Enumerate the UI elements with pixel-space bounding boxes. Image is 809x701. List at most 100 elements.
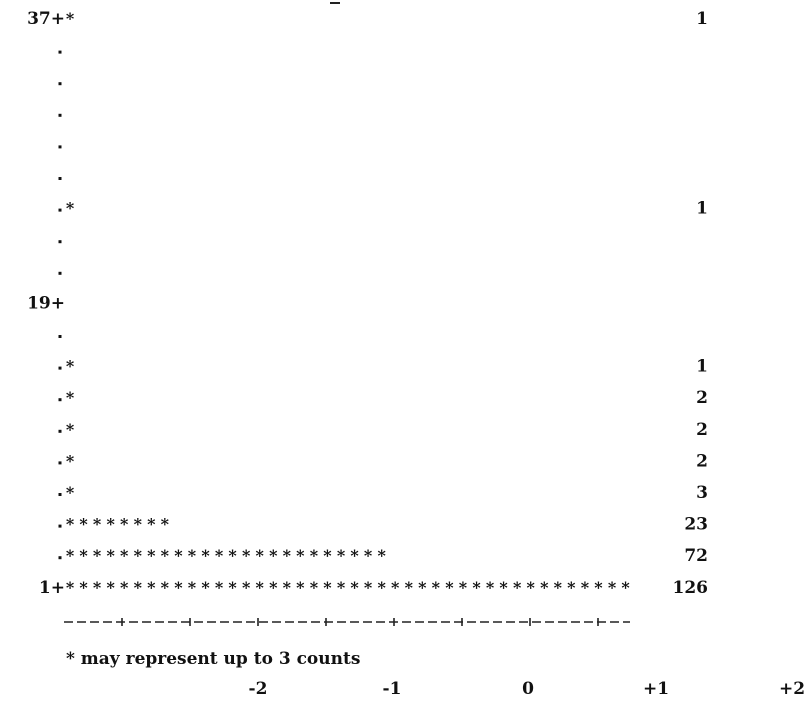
histogram-star: *	[350, 578, 359, 597]
histogram-star: *	[256, 578, 265, 597]
y-axis-dot	[58, 461, 62, 465]
histogram-star: *	[296, 578, 305, 597]
x-tick-label: -1	[383, 679, 402, 699]
x-tick-label: +1	[643, 679, 669, 699]
y-axis-dot	[58, 271, 62, 275]
y-axis-dot	[58, 429, 62, 433]
histogram-star: *	[134, 578, 143, 597]
histogram-star: *	[120, 546, 129, 565]
histogram-star: *	[323, 578, 332, 597]
histogram-star: *	[66, 483, 75, 502]
histogram-star: *	[66, 357, 75, 376]
histogram-star: *	[337, 578, 346, 597]
histogram-star: *	[337, 546, 346, 565]
histogram-star: *	[310, 546, 319, 565]
histogram-star: *	[296, 546, 305, 565]
count-label: 23	[684, 515, 708, 535]
histogram-star: *	[201, 546, 210, 565]
histogram-star: *	[161, 578, 170, 597]
histogram-star: *	[134, 515, 143, 534]
y-axis-dot	[58, 50, 62, 54]
histogram-star: *	[66, 546, 75, 565]
histogram-star: *	[310, 578, 319, 597]
histogram-star: *	[513, 578, 522, 597]
histogram-star: *	[269, 546, 278, 565]
histogram-star: *	[93, 546, 102, 565]
histogram-star: *	[66, 578, 75, 597]
y-axis-dot	[58, 177, 62, 180]
histogram-star: *	[567, 578, 576, 597]
histogram-star: *	[472, 578, 481, 597]
count-label: 1	[696, 357, 708, 377]
histogram-star: *	[391, 578, 400, 597]
x-tick-label: 0	[522, 679, 534, 699]
histogram-star: *	[66, 199, 75, 218]
histogram-star: *	[93, 578, 102, 597]
histogram-star: *	[188, 578, 197, 597]
histogram-star: *	[120, 578, 129, 597]
histogram-star: *	[228, 546, 237, 565]
y-tick-label: 37+	[27, 9, 65, 29]
histogram-star: *	[242, 546, 251, 565]
histogram-star: *	[554, 578, 563, 597]
clipped-glyph-fragment	[330, 0, 340, 4]
histogram-star: *	[215, 546, 224, 565]
histogram-star: *	[79, 546, 88, 565]
histogram-star: *	[581, 578, 590, 597]
count-label: 3	[696, 483, 708, 503]
histogram-star: *	[540, 578, 549, 597]
histogram-star: *	[527, 578, 536, 597]
histogram-star: *	[377, 546, 386, 565]
y-axis-dot	[58, 208, 62, 212]
y-axis-dot	[58, 335, 62, 338]
histogram-star: *	[256, 546, 265, 565]
count-label: 1	[696, 9, 708, 29]
y-tick-label: 19+	[27, 293, 65, 313]
histogram-star: *	[79, 515, 88, 534]
histogram-star: *	[621, 578, 630, 597]
histogram-star: *	[201, 578, 210, 597]
legend-note: * may represent up to 3 counts	[66, 649, 360, 669]
histogram-star: *	[66, 451, 75, 470]
histogram-star: *	[459, 578, 468, 597]
histogram-star: *	[106, 578, 115, 597]
histogram-star: *	[161, 515, 170, 534]
histogram-star: *	[242, 578, 251, 597]
histogram-star: *	[418, 578, 427, 597]
histogram-star: *	[377, 578, 386, 597]
histogram-star: *	[432, 578, 441, 597]
histogram-star: *	[283, 546, 292, 565]
histogram-star: *	[486, 578, 495, 597]
count-label: 1	[696, 199, 708, 219]
x-tick-label: +2	[779, 679, 805, 699]
histogram-star: *	[228, 578, 237, 597]
histogram-star: *	[364, 546, 373, 565]
histogram-star: *	[188, 546, 197, 565]
x-tick-label: -2	[249, 679, 268, 699]
histogram-star: *	[106, 515, 115, 534]
histogram-star: *	[269, 578, 278, 597]
histogram-star: *	[323, 546, 332, 565]
histogram-star: *	[66, 420, 75, 439]
y-axis-dot	[58, 113, 62, 117]
histogram-star: *	[499, 578, 508, 597]
histogram-star: *	[174, 546, 183, 565]
histogram-star: *	[106, 546, 115, 565]
histogram-star: *	[350, 546, 359, 565]
histogram-star: *	[147, 578, 156, 597]
count-label: 126	[673, 578, 709, 598]
y-axis-dot	[58, 82, 62, 86]
y-axis-dot	[58, 493, 62, 496]
histogram-star: *	[161, 546, 170, 565]
histogram-star: *	[120, 515, 129, 534]
histogram-star: *	[405, 578, 414, 597]
count-label: 2	[696, 451, 708, 471]
y-axis-dot	[58, 398, 62, 402]
histogram-star: *	[445, 578, 454, 597]
count-label: 2	[696, 420, 708, 440]
histogram-star: *	[93, 515, 102, 534]
y-tick-label: 1+	[39, 578, 65, 598]
histogram-star: *	[283, 578, 292, 597]
histogram-star: *	[147, 546, 156, 565]
